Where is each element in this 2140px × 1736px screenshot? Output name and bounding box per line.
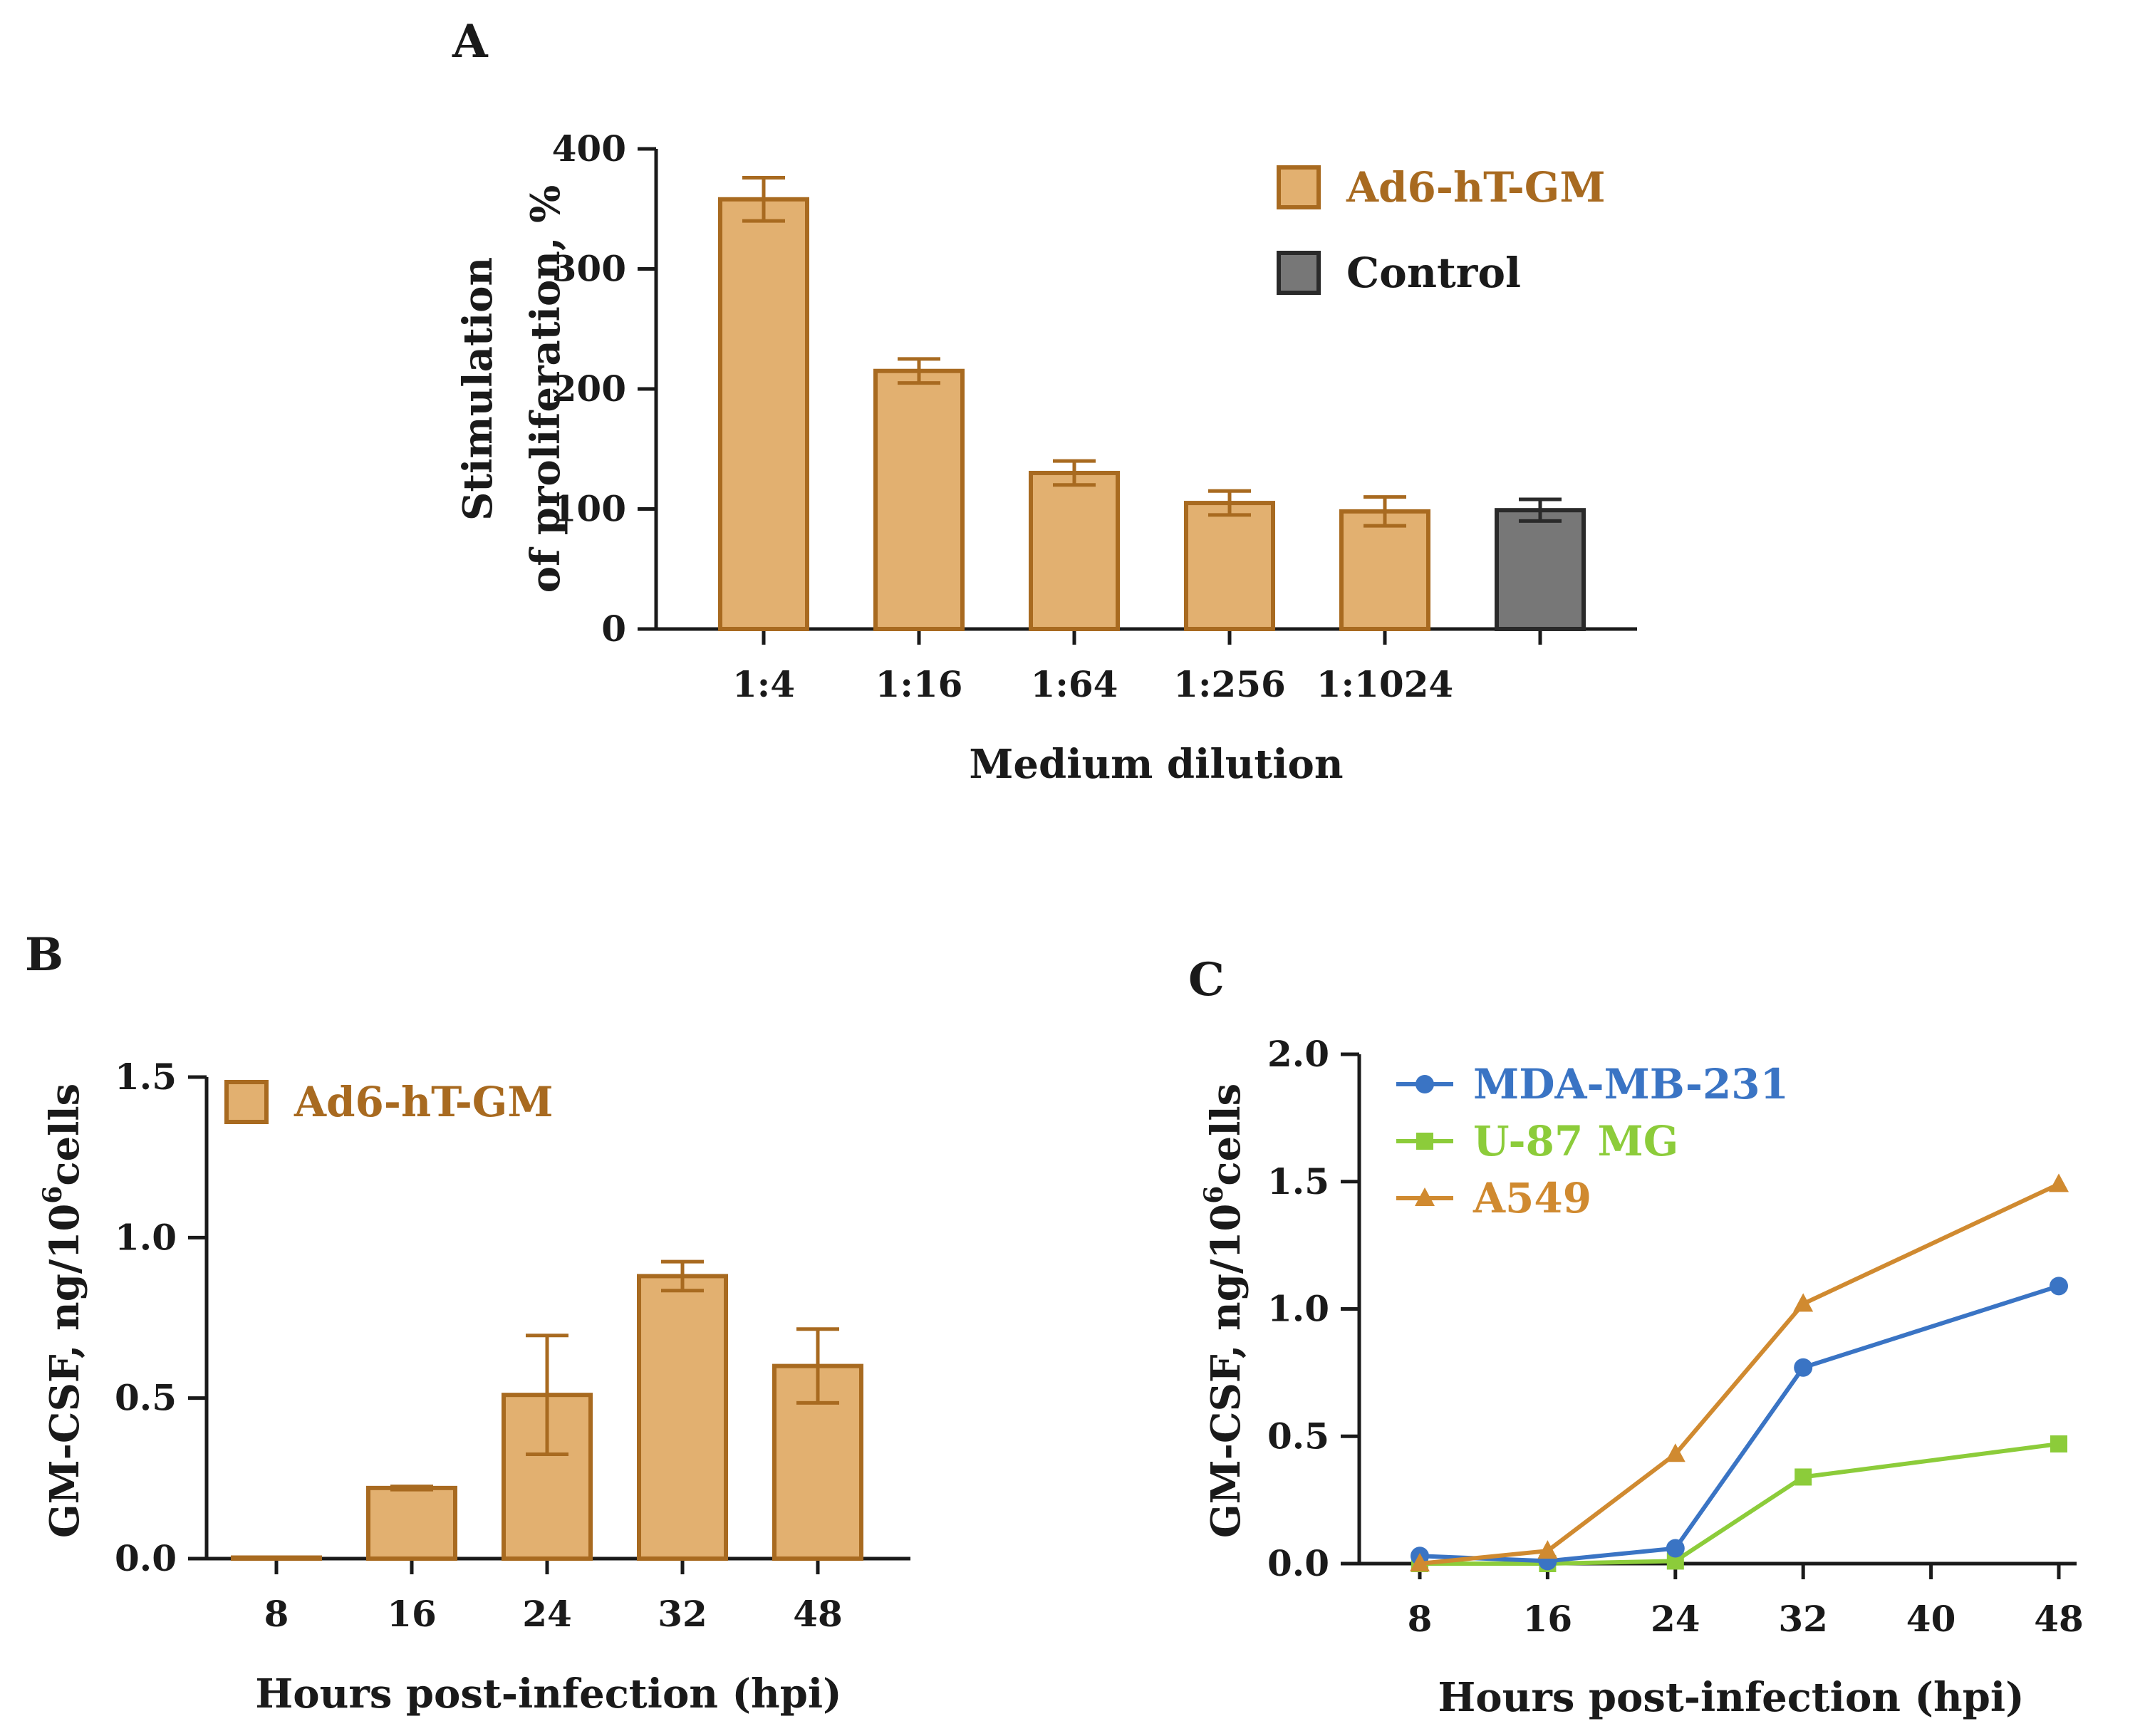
panel-c-letter: C (1188, 953, 1225, 1007)
panel-c-x-axis-title: Hours post-infection (hpi) (1438, 1674, 2024, 1721)
panel-b-x-tick-label: 24 (522, 1593, 572, 1635)
panel-c-series-line (1420, 1441, 2060, 1566)
panel-c-x-tick-label: 8 (1408, 1598, 1433, 1640)
panel-c-x-ticks: 8 16 24 32 40 48 (1408, 1564, 2084, 1640)
panel-c-y-title-superscript: 6 (1199, 1186, 1229, 1204)
panel-a-bar (1029, 470, 1120, 632)
panel-a-y-tick-label: 300 (552, 248, 626, 290)
panel-a-bars (718, 197, 1586, 632)
panel-a-x-tick-label: 1:1024 (1316, 663, 1453, 705)
panel-a-y-tick-label: 100 (552, 488, 626, 530)
panel-c-y-tick-label: 2.0 (1267, 1033, 1329, 1075)
panel-a-bar (718, 197, 809, 631)
panel-b-bar (366, 1485, 457, 1561)
panel-b-x-tick-label: 8 (264, 1593, 289, 1635)
panel-a-legend-swatch (1277, 165, 1321, 209)
panel-b-y-tick-label: 1.5 (115, 1056, 177, 1098)
panel-b-y-title-main: GM-CSF, ng/10 (41, 1204, 88, 1538)
panel-c-series-line (1419, 1182, 2060, 1566)
panel-c-y-tick-label: 0.0 (1267, 1542, 1329, 1584)
panel-c-legend-label: U-87 MG (1473, 1117, 1678, 1165)
panel-a-x-ticks: 1:4 1:16 1:64 1:256 1:1024 (732, 629, 1542, 705)
panel-c-data-point (2050, 1435, 2067, 1452)
panel-c-data-point (1665, 1443, 1685, 1462)
panel-b-y-axis-title: GM-CSF, ng/106cells (38, 1083, 88, 1538)
panel-c-y-title-unit: cells (1203, 1083, 1250, 1186)
panel-a-legend-swatch (1277, 251, 1321, 295)
panel-c-y-tick-label: 0.5 (1267, 1415, 1329, 1457)
panel-c-x-tick-label: 48 (2034, 1598, 2084, 1640)
panel-b-x-tick-label: 32 (658, 1593, 707, 1635)
panel-a-y-tick-label: 200 (552, 368, 626, 410)
panel-c-y-tick-label: 1.5 (1267, 1160, 1329, 1202)
panel-a-bar (873, 368, 965, 631)
panel-c-legend-label: A549 (1472, 1174, 1591, 1222)
panel-a-y-axis-title-line1: Stimulation (455, 257, 502, 521)
panel-c-y-ticks: 0.0 0.5 1.0 1.5 2.0 (1267, 1033, 1359, 1584)
panel-c-data-point (1410, 1553, 1430, 1571)
panel-b: B 0.0 0.5 1.0 1.5 8 16 24 32 48 Hours post-infe… (25, 928, 910, 1717)
panel-a-x-tick-label: 1:64 (1031, 663, 1118, 705)
panel-b-x-ticks: 8 16 24 32 48 (264, 1559, 843, 1635)
panel-c-series (1410, 1173, 2069, 1572)
panel-b-x-axis-title: Hours post-infection (hpi) (255, 1670, 841, 1717)
panel-c-legend: MDA-MB-231 U-87 MG A549 (1396, 1060, 1789, 1222)
panel-c-x-tick-label: 24 (1651, 1598, 1700, 1640)
panel-b-bar (637, 1274, 728, 1561)
panel-b-x-tick-label: 16 (387, 1593, 437, 1635)
panel-b-letter: B (25, 928, 63, 982)
panel-c-data-point (2049, 1173, 2069, 1192)
panel-c-legend-marker (1416, 1075, 1434, 1093)
panel-c-y-axis-title: GM-CSF, ng/106cells (1199, 1083, 1250, 1538)
panel-a-bar (1495, 508, 1586, 631)
panel-a-y-tick-label: 400 (552, 128, 626, 170)
panel-b-bars (231, 1274, 863, 1561)
panel-c-data-point (2050, 1277, 2068, 1296)
panel-a-y-tick-label: 0 (601, 608, 626, 650)
panel-a-bar (1339, 509, 1430, 631)
panel-a-x-tick-label: 1:256 (1173, 663, 1286, 705)
panel-c-x-tick-label: 16 (1523, 1598, 1573, 1640)
panel-b-bar (231, 1555, 322, 1561)
panel-a: A 0 100 200 300 400 1:4 1:16 1:64 1:256 1:1024 M… (452, 15, 1637, 788)
panel-a-x-tick-label: 1:4 (732, 663, 795, 705)
panel-a-y-ticks: 0 100 200 300 400 (552, 128, 656, 650)
panel-a-y-axis-title-line2: of proliferation, % (522, 185, 569, 593)
panel-b-x-tick-label: 48 (793, 1593, 843, 1635)
panel-c-data-point (1793, 1293, 1814, 1312)
panel-a-error-bars (742, 175, 1562, 528)
panel-c-x-tick-label: 32 (1778, 1598, 1828, 1640)
panel-b-y-tick-label: 0.0 (115, 1537, 177, 1579)
panel-c-data-point (1794, 1358, 1813, 1377)
panel-a-bar (1184, 501, 1275, 632)
panel-c-y-title-main: GM-CSF, ng/10 (1203, 1204, 1250, 1538)
panel-b-legend-label: Ad6-hT-GM (294, 1078, 554, 1126)
panel-c-legend-marker (1415, 1187, 1435, 1206)
panel-b-error-bars (390, 1259, 839, 1492)
panel-a-x-axis-title: Medium dilution (969, 741, 1343, 788)
panel-a-letter: A (452, 15, 489, 68)
panel-b-legend-swatch (224, 1080, 269, 1124)
panel-b-y-tick-label: 0.5 (115, 1377, 177, 1419)
panel-a-legend-label: Control (1346, 249, 1521, 297)
panel-b-y-tick-label: 1.0 (115, 1216, 177, 1258)
panel-c: C 0.0 0.5 1.0 1.5 2.0 8 16 24 32 40 48 Hours post… (1188, 953, 2084, 1721)
panel-a-legend-label: Ad6-hT-GM (1346, 163, 1606, 212)
panel-b-legend: Ad6-hT-GM (224, 1078, 554, 1126)
panel-c-x-tick-label: 40 (1906, 1598, 1956, 1640)
panel-a-legend: Ad6-hT-GM Control (1277, 163, 1606, 297)
panel-c-data-point (1666, 1539, 1685, 1558)
panel-a-x-tick-label: 1:16 (876, 663, 963, 705)
panel-c-data-point (1794, 1468, 1812, 1486)
panel-b-y-ticks: 0.0 0.5 1.0 1.5 (115, 1056, 207, 1579)
panel-c-legend-label: MDA-MB-231 (1473, 1060, 1789, 1108)
panel-b-y-title-superscript: 6 (38, 1186, 68, 1204)
panel-c-legend-marker (1416, 1133, 1433, 1150)
panel-c-y-tick-label: 1.0 (1267, 1288, 1329, 1330)
panel-b-y-title-unit: cells (41, 1083, 88, 1186)
panel-c-data-point (1537, 1540, 1558, 1559)
